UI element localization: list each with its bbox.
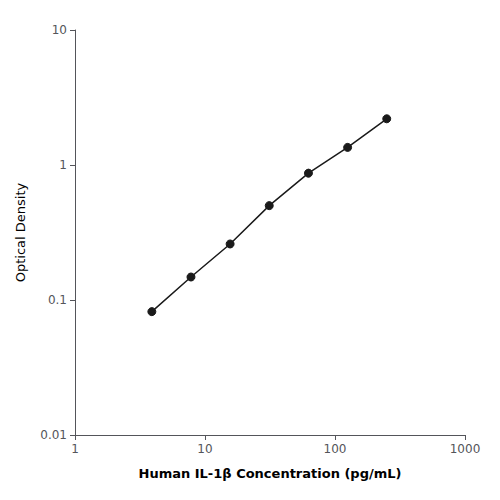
svg-text:100: 100 xyxy=(324,442,347,456)
svg-text:0.1: 0.1 xyxy=(48,293,67,307)
svg-text:1000: 1000 xyxy=(450,442,481,456)
svg-text:10: 10 xyxy=(52,23,67,37)
svg-text:1: 1 xyxy=(59,158,67,172)
svg-text:1: 1 xyxy=(71,442,79,456)
svg-text:0.01: 0.01 xyxy=(40,428,67,442)
svg-text:10: 10 xyxy=(197,442,212,456)
svg-text:Optical Density: Optical Density xyxy=(13,182,28,282)
svg-text:Human IL-1β Concentration (pg/: Human IL-1β Concentration (pg/mL) xyxy=(139,466,402,481)
